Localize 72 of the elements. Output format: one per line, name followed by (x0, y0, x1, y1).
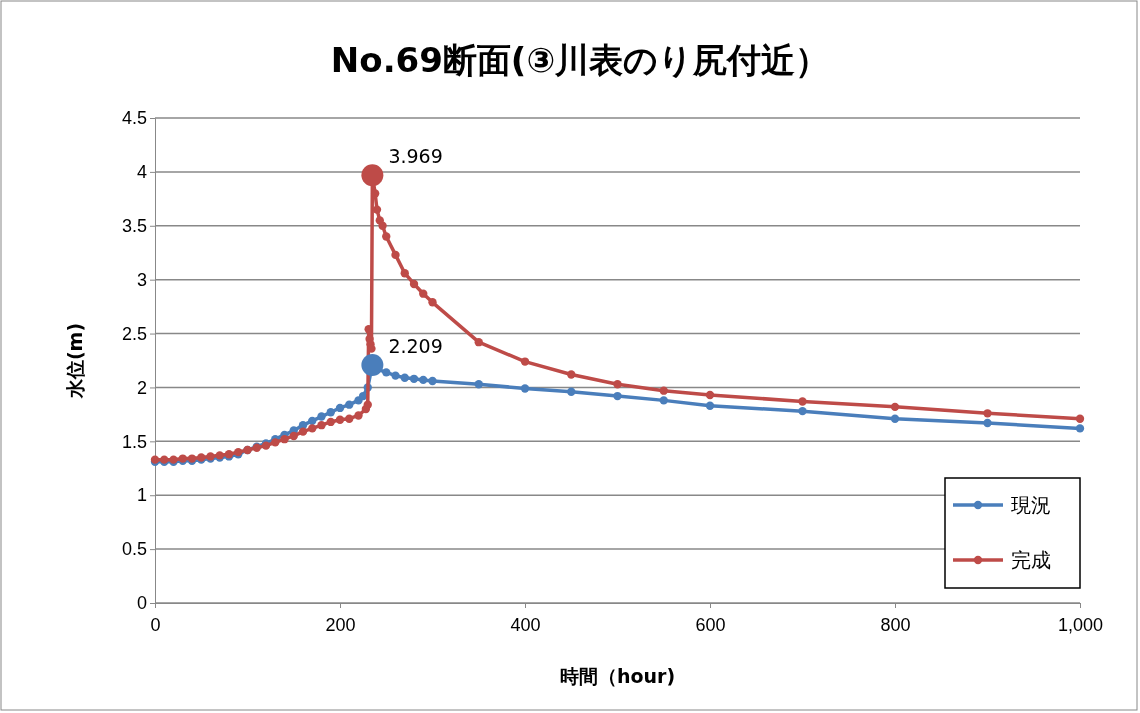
x-tick-label: 200 (325, 614, 356, 635)
point (474, 338, 483, 347)
point (382, 232, 391, 241)
y-tick-label: 4 (136, 162, 147, 183)
point (613, 391, 622, 401)
point (474, 380, 483, 389)
y-tick-label: 1 (136, 485, 147, 506)
point (798, 397, 807, 406)
point (419, 289, 428, 298)
y-tick-label: 0 (136, 593, 147, 614)
x-tick-label: 600 (695, 614, 726, 635)
point (308, 416, 317, 426)
point (335, 415, 345, 424)
point (567, 370, 576, 379)
point (705, 390, 715, 400)
point (520, 384, 530, 393)
y-tick-label: 2 (136, 377, 147, 398)
point (317, 412, 326, 421)
point (798, 406, 807, 416)
point (567, 387, 576, 396)
point (983, 409, 992, 418)
point (659, 396, 668, 405)
point (372, 205, 382, 214)
point (335, 403, 345, 413)
point (400, 269, 409, 278)
legend-label: 現況 (1011, 493, 1051, 517)
point (613, 380, 622, 389)
point (409, 374, 419, 383)
point (983, 418, 992, 428)
point (280, 435, 289, 444)
point (520, 357, 530, 366)
y-tick-label: 3 (136, 269, 147, 290)
y-tick-label: 2.5 (121, 323, 147, 344)
point (345, 414, 354, 423)
point (890, 414, 900, 423)
annotation: 2.209 (388, 334, 443, 357)
point (1075, 414, 1085, 423)
x-axis-title: 時間（hour) (559, 665, 676, 687)
point (419, 375, 428, 385)
legend-label: 完成 (1011, 548, 1051, 572)
point (391, 250, 400, 260)
point (289, 431, 298, 441)
y-tick-label: 4.5 (121, 108, 147, 129)
point (363, 400, 372, 409)
point (428, 376, 437, 386)
point (354, 411, 363, 420)
point (890, 402, 900, 412)
y-axis-title: 水位(m) (64, 322, 86, 400)
x-tick-label: 800 (880, 614, 911, 635)
point (400, 373, 409, 382)
point (326, 408, 335, 417)
point (378, 221, 387, 230)
point (659, 386, 668, 395)
point (298, 427, 308, 436)
y-tick-label: 1.5 (121, 431, 147, 452)
point (391, 371, 400, 380)
annotation: 3.969 (388, 145, 443, 168)
point (705, 401, 715, 410)
point (326, 417, 335, 427)
x-tick-label: 0 (150, 614, 161, 635)
point (409, 279, 419, 289)
chart-title: No.69断面(③川表のり尻付近） (330, 40, 830, 80)
point (428, 298, 437, 307)
y-tick-label: 3.5 (121, 216, 147, 237)
y-tick-label: 0.5 (121, 539, 147, 560)
point (382, 368, 391, 377)
point (1075, 424, 1085, 433)
x-tick-label: 1,000 (1057, 614, 1104, 635)
point (345, 400, 354, 409)
point (308, 424, 317, 433)
point (317, 420, 326, 430)
x-tick-label: 400 (510, 614, 541, 635)
